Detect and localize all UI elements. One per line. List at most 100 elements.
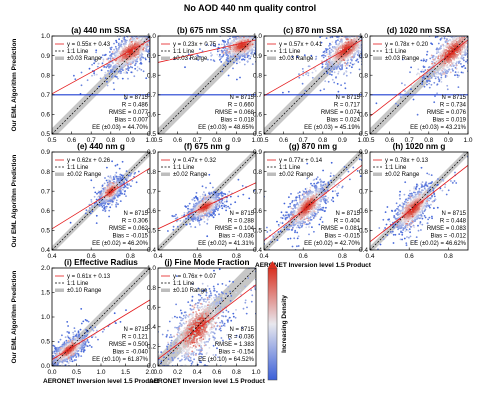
data-point (233, 38, 236, 40)
data-point (230, 53, 233, 56)
data-point (357, 61, 360, 63)
data-point (120, 174, 123, 177)
data-point (124, 47, 127, 50)
data-point (114, 194, 116, 197)
data-point (132, 40, 135, 43)
data-point (429, 57, 432, 60)
data-point (108, 63, 111, 66)
stat-line: EE (±0.03) = 48.65% (198, 125, 254, 131)
data-point (287, 90, 290, 93)
data-point (85, 209, 88, 212)
data-point (455, 64, 458, 66)
data-point (105, 66, 108, 69)
data-point (451, 68, 454, 70)
data-point (437, 71, 440, 74)
data-point (113, 197, 116, 200)
data-point (433, 101, 436, 104)
data-point (142, 70, 145, 73)
data-point (448, 68, 451, 71)
data-point (136, 58, 138, 61)
data-point (462, 58, 464, 60)
data-point (345, 63, 348, 65)
data-point (90, 201, 93, 203)
data-point (354, 38, 356, 41)
data-point (328, 61, 330, 63)
data-point (453, 57, 456, 60)
data-point (337, 39, 339, 42)
x-tick-label: 1.0 (357, 137, 366, 144)
data-point (124, 185, 127, 188)
data-point (452, 57, 454, 60)
data-point (199, 197, 202, 200)
data-point (121, 37, 124, 40)
data-point (227, 55, 229, 57)
data-point (463, 46, 465, 49)
data-point (455, 46, 457, 49)
data-point (115, 205, 118, 208)
data-point (425, 60, 427, 63)
data-point (116, 193, 118, 196)
data-point (197, 55, 200, 57)
data-point (142, 37, 145, 40)
data-point (446, 75, 449, 77)
data-point (238, 57, 241, 59)
data-point (337, 72, 340, 75)
data-point (457, 60, 460, 63)
stat-line: N = 8715 (229, 95, 254, 101)
data-point (246, 60, 249, 63)
data-point (437, 57, 439, 60)
data-point (465, 47, 467, 49)
data-point (346, 59, 349, 62)
y-tick-label: 0.5 (359, 131, 368, 138)
data-point (199, 55, 202, 58)
data-point (458, 41, 460, 43)
data-point (331, 41, 334, 43)
data-point (135, 55, 138, 58)
data-point (443, 37, 446, 40)
y-tick-label: 1.0 (359, 33, 368, 40)
data-point (430, 71, 433, 74)
data-point (422, 66, 425, 69)
data-point (131, 39, 134, 41)
data-point (107, 191, 110, 194)
data-point (457, 57, 460, 60)
data-point (333, 65, 336, 68)
data-point (137, 52, 140, 55)
data-point (327, 55, 330, 58)
x-tick-label: 0.9 (126, 137, 135, 144)
data-point (344, 82, 346, 85)
data-point (102, 60, 105, 62)
data-point (460, 57, 463, 59)
data-point (236, 78, 238, 81)
data-point (140, 45, 143, 48)
data-point (356, 38, 359, 41)
data-point (461, 45, 464, 48)
data-point (145, 47, 148, 49)
data-point (233, 61, 235, 64)
data-point (333, 68, 336, 71)
data-point (430, 54, 433, 57)
data-point (296, 55, 299, 58)
data-point (130, 71, 133, 74)
data-point (336, 66, 338, 69)
data-point (457, 62, 460, 64)
data-point (456, 76, 459, 78)
data-point (218, 55, 221, 58)
data-point (446, 42, 449, 45)
data-point (402, 58, 404, 61)
data-point (331, 46, 334, 48)
data-point (305, 73, 307, 75)
data-point (138, 48, 141, 51)
data-point (121, 176, 124, 179)
data-point (343, 59, 345, 62)
legend-1to1-label: 1:1 Line (67, 49, 89, 55)
data-point (331, 50, 334, 52)
data-point (355, 48, 358, 51)
data-point (351, 52, 353, 55)
data-point (142, 50, 145, 52)
data-point (248, 58, 250, 60)
data-point (109, 54, 111, 57)
data-point (116, 179, 119, 182)
x-tick-label: 0.5 (153, 137, 162, 144)
data-point (331, 36, 334, 38)
